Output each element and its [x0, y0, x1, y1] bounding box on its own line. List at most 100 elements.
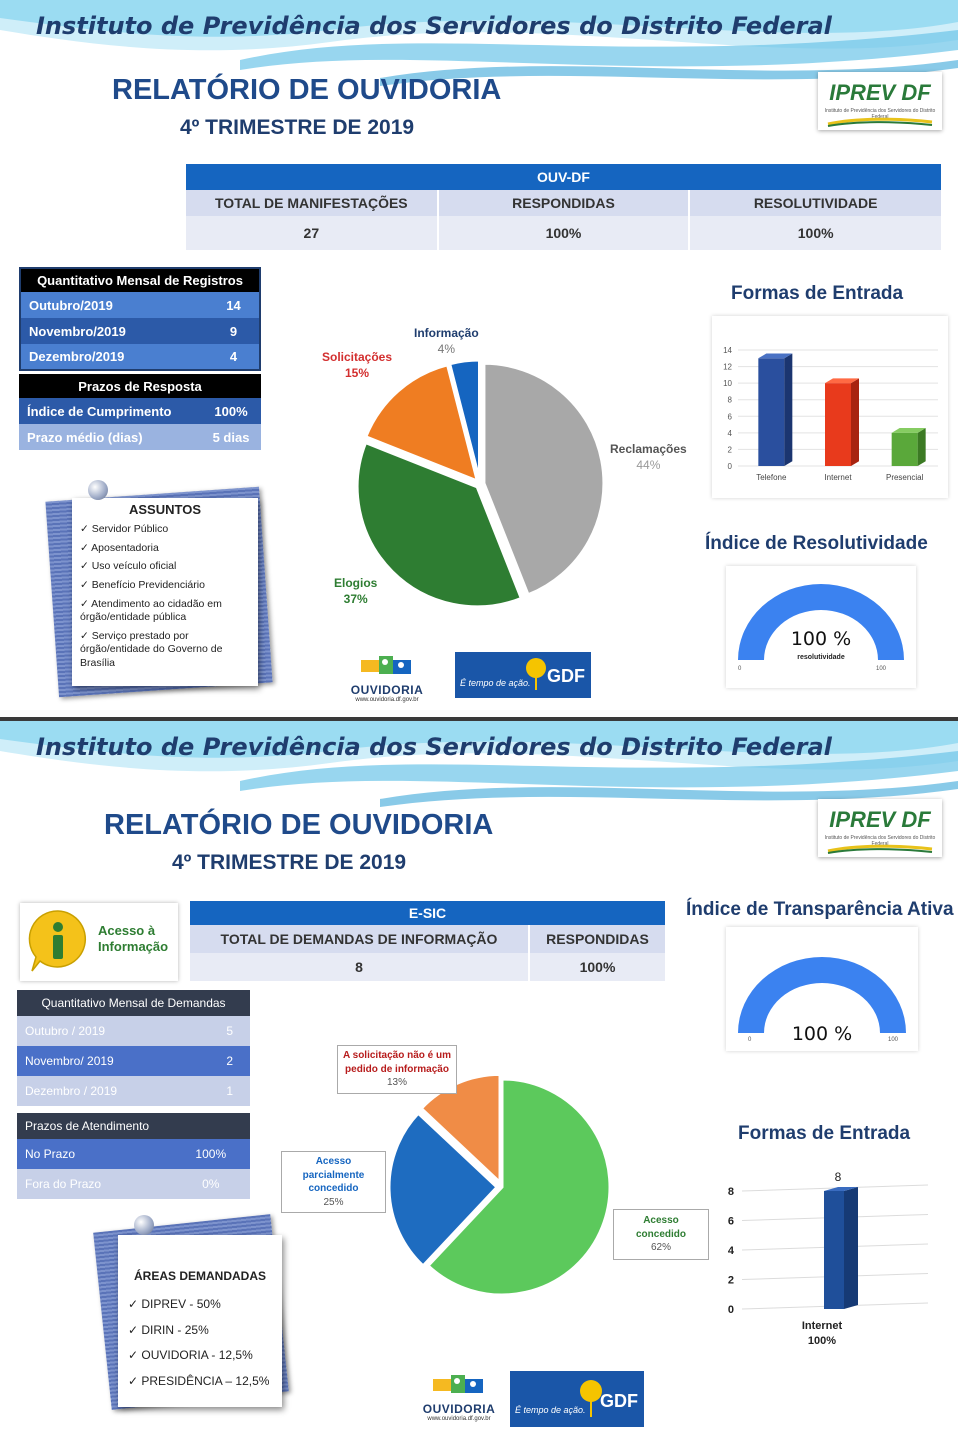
y-tick-label: 8 — [728, 396, 733, 405]
monthly-header: Quantitativo Mensal de Demandas — [41, 996, 226, 1010]
label-pct: 13% — [386, 1077, 407, 1088]
logo-text: IPREV DF — [829, 807, 931, 832]
ouvidoria-url: www.ouvidoria.df.gov.br — [427, 1416, 491, 1422]
list-item: ✓ Atendimento ao cidadão em órgão/entida… — [80, 597, 222, 624]
y-tick-label: 2 — [728, 445, 733, 454]
val-total: 27 — [186, 216, 439, 250]
formas-entrada-card: 0 2 4 6 8 10 12 14 Telefone Internet Presencial — [712, 316, 948, 498]
bar — [825, 378, 859, 466]
prazo-value: 5 dias — [212, 429, 250, 445]
areas-title: ÁREAS DEMANDADAS — [133, 1269, 266, 1283]
bar-label-pct: 100% — [807, 1334, 837, 1347]
gauge-value: 100 % — [790, 628, 852, 650]
summary-header: E-SIC — [190, 901, 665, 925]
report-subtitle: 4º TRIMESTRE DE 2019 — [172, 851, 407, 874]
prazos-header: Prazos de Resposta — [19, 374, 261, 398]
ouvidoria-logo: OUVIDORIA www.ouvidoria.df.gov.br — [344, 654, 430, 703]
pie-slice — [387, 1111, 500, 1269]
col-total-demandas: TOTAL DE DEMANDAS DE INFORMAÇÃO — [190, 925, 530, 953]
ouvidoria-logo: OUVIDORIA www.ouvidoria.df.gov.br — [414, 1373, 504, 1422]
month-value: 2 — [226, 1054, 234, 1068]
areas-list: ✓ DIPREV - 50% ✓ DIRIN - 25% ✓ OUVIDORIA -… — [128, 1297, 272, 1389]
y-tick-label: 0 — [728, 462, 733, 471]
val-resolutividade: 100% — [689, 216, 941, 250]
val-respondidas: 100% — [529, 953, 665, 981]
label-name: Informação — [414, 326, 479, 340]
acesso-line2: Informação — [98, 938, 169, 954]
formas-entrada-bar-chart: 0 2 4 6 8 10 12 14 Telefone Internet Presencial — [723, 346, 938, 482]
prazo-label: Fora do Prazo — [25, 1177, 102, 1191]
y-tick-label: 6 — [728, 412, 733, 421]
label-line: Acesso — [643, 1215, 679, 1226]
list-item: ✓ Servidor Público — [80, 523, 169, 535]
esic-pie-chart — [387, 1072, 612, 1297]
areas-note: ÁREAS DEMANDADAS ✓ DIPREV - 50% ✓ DIRIN -… — [118, 1235, 282, 1407]
col-resolutividade: RESOLUTIVIDADE — [689, 190, 941, 216]
prazo-value: 100% — [214, 403, 248, 419]
month-label: Novembro/2019 — [29, 323, 126, 339]
gauge-max: 100 — [876, 666, 887, 672]
gauge-value: 100 % — [791, 1023, 853, 1045]
iprev-logo: IPREV DF Instituto de Previdência dos Se… — [818, 799, 942, 857]
y-tick-label: 6 — [728, 1216, 734, 1228]
x-tick-label: Presencial — [886, 473, 924, 482]
month-value: 4 — [229, 349, 238, 364]
month-label: Outubro / 2019 — [25, 1024, 106, 1038]
report-subtitle: 4º TRIMESTRE DE 2019 — [180, 116, 415, 139]
list-item: ✓ Uso veículo oficial — [80, 560, 177, 573]
month-value: 14 — [226, 297, 241, 313]
logo-swoosh-icon — [827, 117, 933, 127]
ouv-summary-table: OUV-DF TOTAL DE MANIFESTAÇÕES RESPONDIDA… — [186, 164, 941, 250]
label-pct: 25% — [323, 1196, 344, 1208]
info-icon — [28, 910, 87, 972]
monthly-header: Quantitativo Mensal de Registros — [20, 268, 260, 292]
y-tick-label: 12 — [723, 363, 732, 372]
col-total: TOTAL DE MANIFESTAÇÕES — [186, 190, 439, 216]
esic-summary-table: E-SIC TOTAL DE DEMANDAS DE INFORMAÇÃO RE… — [190, 901, 665, 981]
pushpin-icon — [134, 1215, 154, 1235]
institution-title: Instituto de Previdência dos Servidores … — [36, 12, 832, 40]
bar — [824, 1187, 858, 1309]
pie-label-elogios: Elogios 37% — [334, 576, 377, 607]
month-label: Dezembro / 2019 — [25, 1084, 118, 1098]
prazos-atendimento-table: Prazos de Atendimento No Prazo 100% Fora… — [17, 1113, 250, 1199]
month-value: 5 — [226, 1024, 234, 1038]
slide-esic: Instituto de Previdência dos Servidores … — [0, 721, 958, 1439]
bar-label-name: Internet — [801, 1320, 843, 1332]
transparencia-card: 100 % 0 100 — [726, 927, 918, 1051]
pie-label-informacao: Informação 4% — [414, 326, 479, 357]
prazo-label: No Prazo — [25, 1147, 76, 1161]
y-tick-label: 2 — [728, 1275, 734, 1287]
resolutividade-title: Índice de Resolutividade — [705, 533, 928, 554]
list-item: ✓ DIRIN - 25% — [128, 1322, 209, 1337]
label-line: A solicitação não é um — [343, 1050, 451, 1061]
logo-caption: Instituto de Previdência dos Servidores … — [824, 835, 936, 847]
label-name: Reclamações — [610, 442, 687, 456]
label-pct: 62% — [650, 1242, 671, 1253]
gauge-caption: resolutividade — [797, 654, 845, 661]
assuntos-note: ASSUNTOS ✓ Servidor Público ✓ Aposentador… — [72, 498, 258, 686]
label-pct: 15% — [345, 365, 370, 380]
assuntos-title: ASSUNTOS — [129, 502, 201, 517]
label-name: Elogios — [334, 576, 378, 590]
pie-slice — [355, 440, 524, 609]
gdf-logo: É tempo de ação. GDF — [455, 652, 591, 698]
pushpin-icon — [88, 480, 108, 500]
label-line: concedido — [635, 1228, 686, 1240]
pie-slice — [419, 1072, 502, 1186]
pie-slice — [425, 1077, 612, 1297]
header-waves — [0, 721, 958, 807]
y-tick-label: 4 — [728, 1245, 735, 1257]
x-tick-label: Telefone — [756, 473, 787, 482]
label-name: Solicitações — [322, 350, 393, 364]
gauge-min: 0 — [738, 666, 742, 672]
y-tick-label: 14 — [723, 346, 732, 355]
list-item: ✓ Aposentadoria — [80, 541, 159, 554]
list-item: ✓ OUVIDORIA - 12,5% — [128, 1348, 253, 1363]
y-tick-label: 4 — [728, 429, 733, 438]
gdf-tagline: É tempo de ação. — [460, 678, 531, 688]
pie-label-reclamacoes: Reclamações 44% — [610, 442, 687, 473]
bar — [758, 353, 793, 466]
label-pct: 4% — [437, 341, 456, 356]
assuntos-list: ✓ Servidor Público ✓ Aposentadoria ✓ Uso v… — [80, 523, 250, 671]
